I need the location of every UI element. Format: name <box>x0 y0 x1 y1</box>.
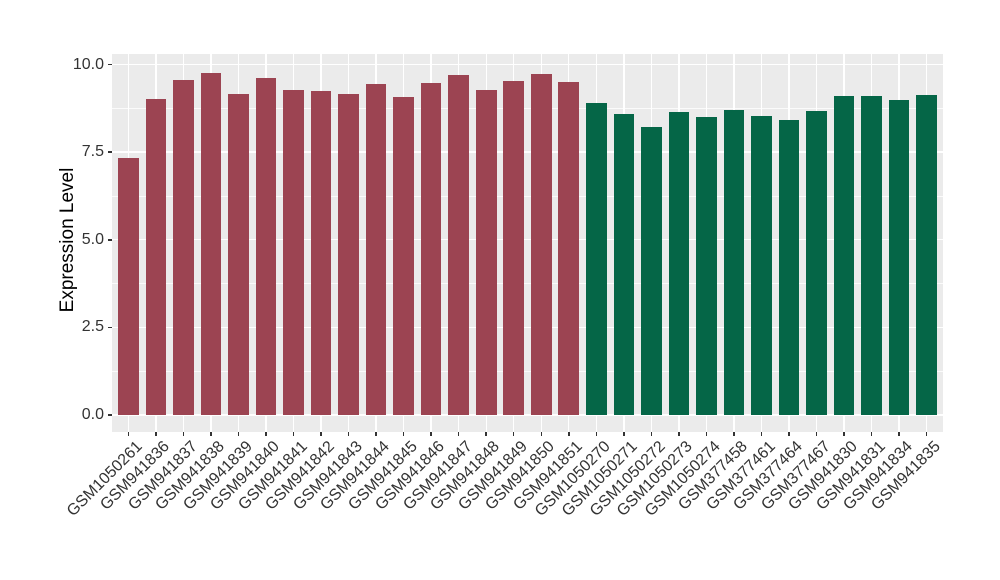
x-tick-mark <box>430 432 432 436</box>
bar-gsm377461 <box>751 116 772 415</box>
bar-gsm941847 <box>448 75 469 415</box>
bar-gsm941836 <box>145 99 167 415</box>
bar-gsm1050261 <box>118 158 139 415</box>
y-tick-mark <box>108 326 112 329</box>
x-tick-mark <box>898 432 900 436</box>
bar-gsm941840 <box>255 77 277 415</box>
x-tick-mark <box>650 432 653 436</box>
bar-gsm941849 <box>503 80 525 415</box>
x-tick-mark <box>925 432 928 436</box>
bar-gsm941834 <box>888 99 910 415</box>
x-tick-mark <box>512 432 515 436</box>
x-tick-mark <box>457 432 460 436</box>
bar-gsm941846 <box>420 82 442 415</box>
bar-gsm941844 <box>365 84 387 415</box>
bar-gsm941842 <box>310 91 332 415</box>
y-tick-label: 5.0 <box>81 230 104 248</box>
bar-gsm941848 <box>475 89 497 415</box>
x-tick-mark <box>292 432 295 436</box>
x-tick-mark <box>568 432 570 436</box>
minor-gridline <box>112 107 943 109</box>
x-tick-mark <box>733 432 735 436</box>
x-tick-mark <box>485 432 487 436</box>
x-tick-mark <box>678 432 680 436</box>
bar-gsm1050272 <box>641 127 662 415</box>
bar-gsm1050270 <box>585 102 607 415</box>
x-tick-mark <box>815 432 818 436</box>
bar-gsm941839 <box>228 93 249 415</box>
x-tick-mark <box>843 432 845 436</box>
x-tick-mark <box>540 432 542 436</box>
bar-gsm941830 <box>833 95 855 415</box>
x-tick-mark <box>320 432 322 436</box>
x-tick-mark <box>347 432 350 436</box>
bar-gsm941838 <box>200 72 222 415</box>
x-tick-mark <box>595 432 598 436</box>
x-tick-mark <box>155 432 157 436</box>
y-tick-mark <box>108 151 112 153</box>
y-tick-mark <box>108 63 112 66</box>
x-tick-mark <box>760 432 763 436</box>
x-tick-mark <box>265 432 267 436</box>
plot-panel <box>112 54 943 432</box>
minor-gridline <box>112 283 943 284</box>
bar-gsm377467 <box>806 111 827 415</box>
y-tick-mark <box>108 414 112 416</box>
bar-gsm377458 <box>723 110 745 415</box>
major-gridline <box>112 414 943 416</box>
bar-gsm941831 <box>861 96 882 415</box>
y-tick-label: 0.0 <box>81 406 104 423</box>
major-gridline <box>112 239 943 241</box>
y-tick-label: 7.5 <box>81 143 104 161</box>
bar-gsm941835 <box>916 94 937 415</box>
y-tick-label: 2.5 <box>81 318 104 336</box>
bar-gsm941841 <box>283 90 304 415</box>
major-gridline <box>112 63 943 66</box>
y-tick-label: 10.0 <box>72 55 104 73</box>
bar-gsm1050273 <box>668 112 690 415</box>
bar-gsm1050271 <box>613 113 635 415</box>
bar-gsm941851 <box>558 82 580 415</box>
bar-gsm941850 <box>530 73 552 415</box>
x-tick-mark <box>623 432 625 436</box>
x-tick-mark <box>402 432 405 436</box>
bar-gsm941843 <box>338 93 359 415</box>
x-tick-mark <box>788 432 790 436</box>
x-tick-mark <box>237 432 240 436</box>
x-tick-mark <box>210 432 212 436</box>
minor-gridline <box>112 195 943 197</box>
bar-gsm377464 <box>778 119 800 415</box>
bar-gsm941837 <box>173 80 194 415</box>
x-tick-mark <box>182 432 185 436</box>
bar-gsm941845 <box>393 96 414 415</box>
x-tick-mark <box>127 432 130 436</box>
bar-gsm1050274 <box>696 116 717 415</box>
major-gridline <box>112 326 943 329</box>
x-tick-mark <box>375 432 377 436</box>
major-gridline <box>112 151 943 153</box>
y-tick-mark <box>108 239 112 241</box>
x-tick-mark <box>870 432 873 436</box>
minor-gridline <box>112 370 943 372</box>
x-tick-mark <box>705 432 708 436</box>
